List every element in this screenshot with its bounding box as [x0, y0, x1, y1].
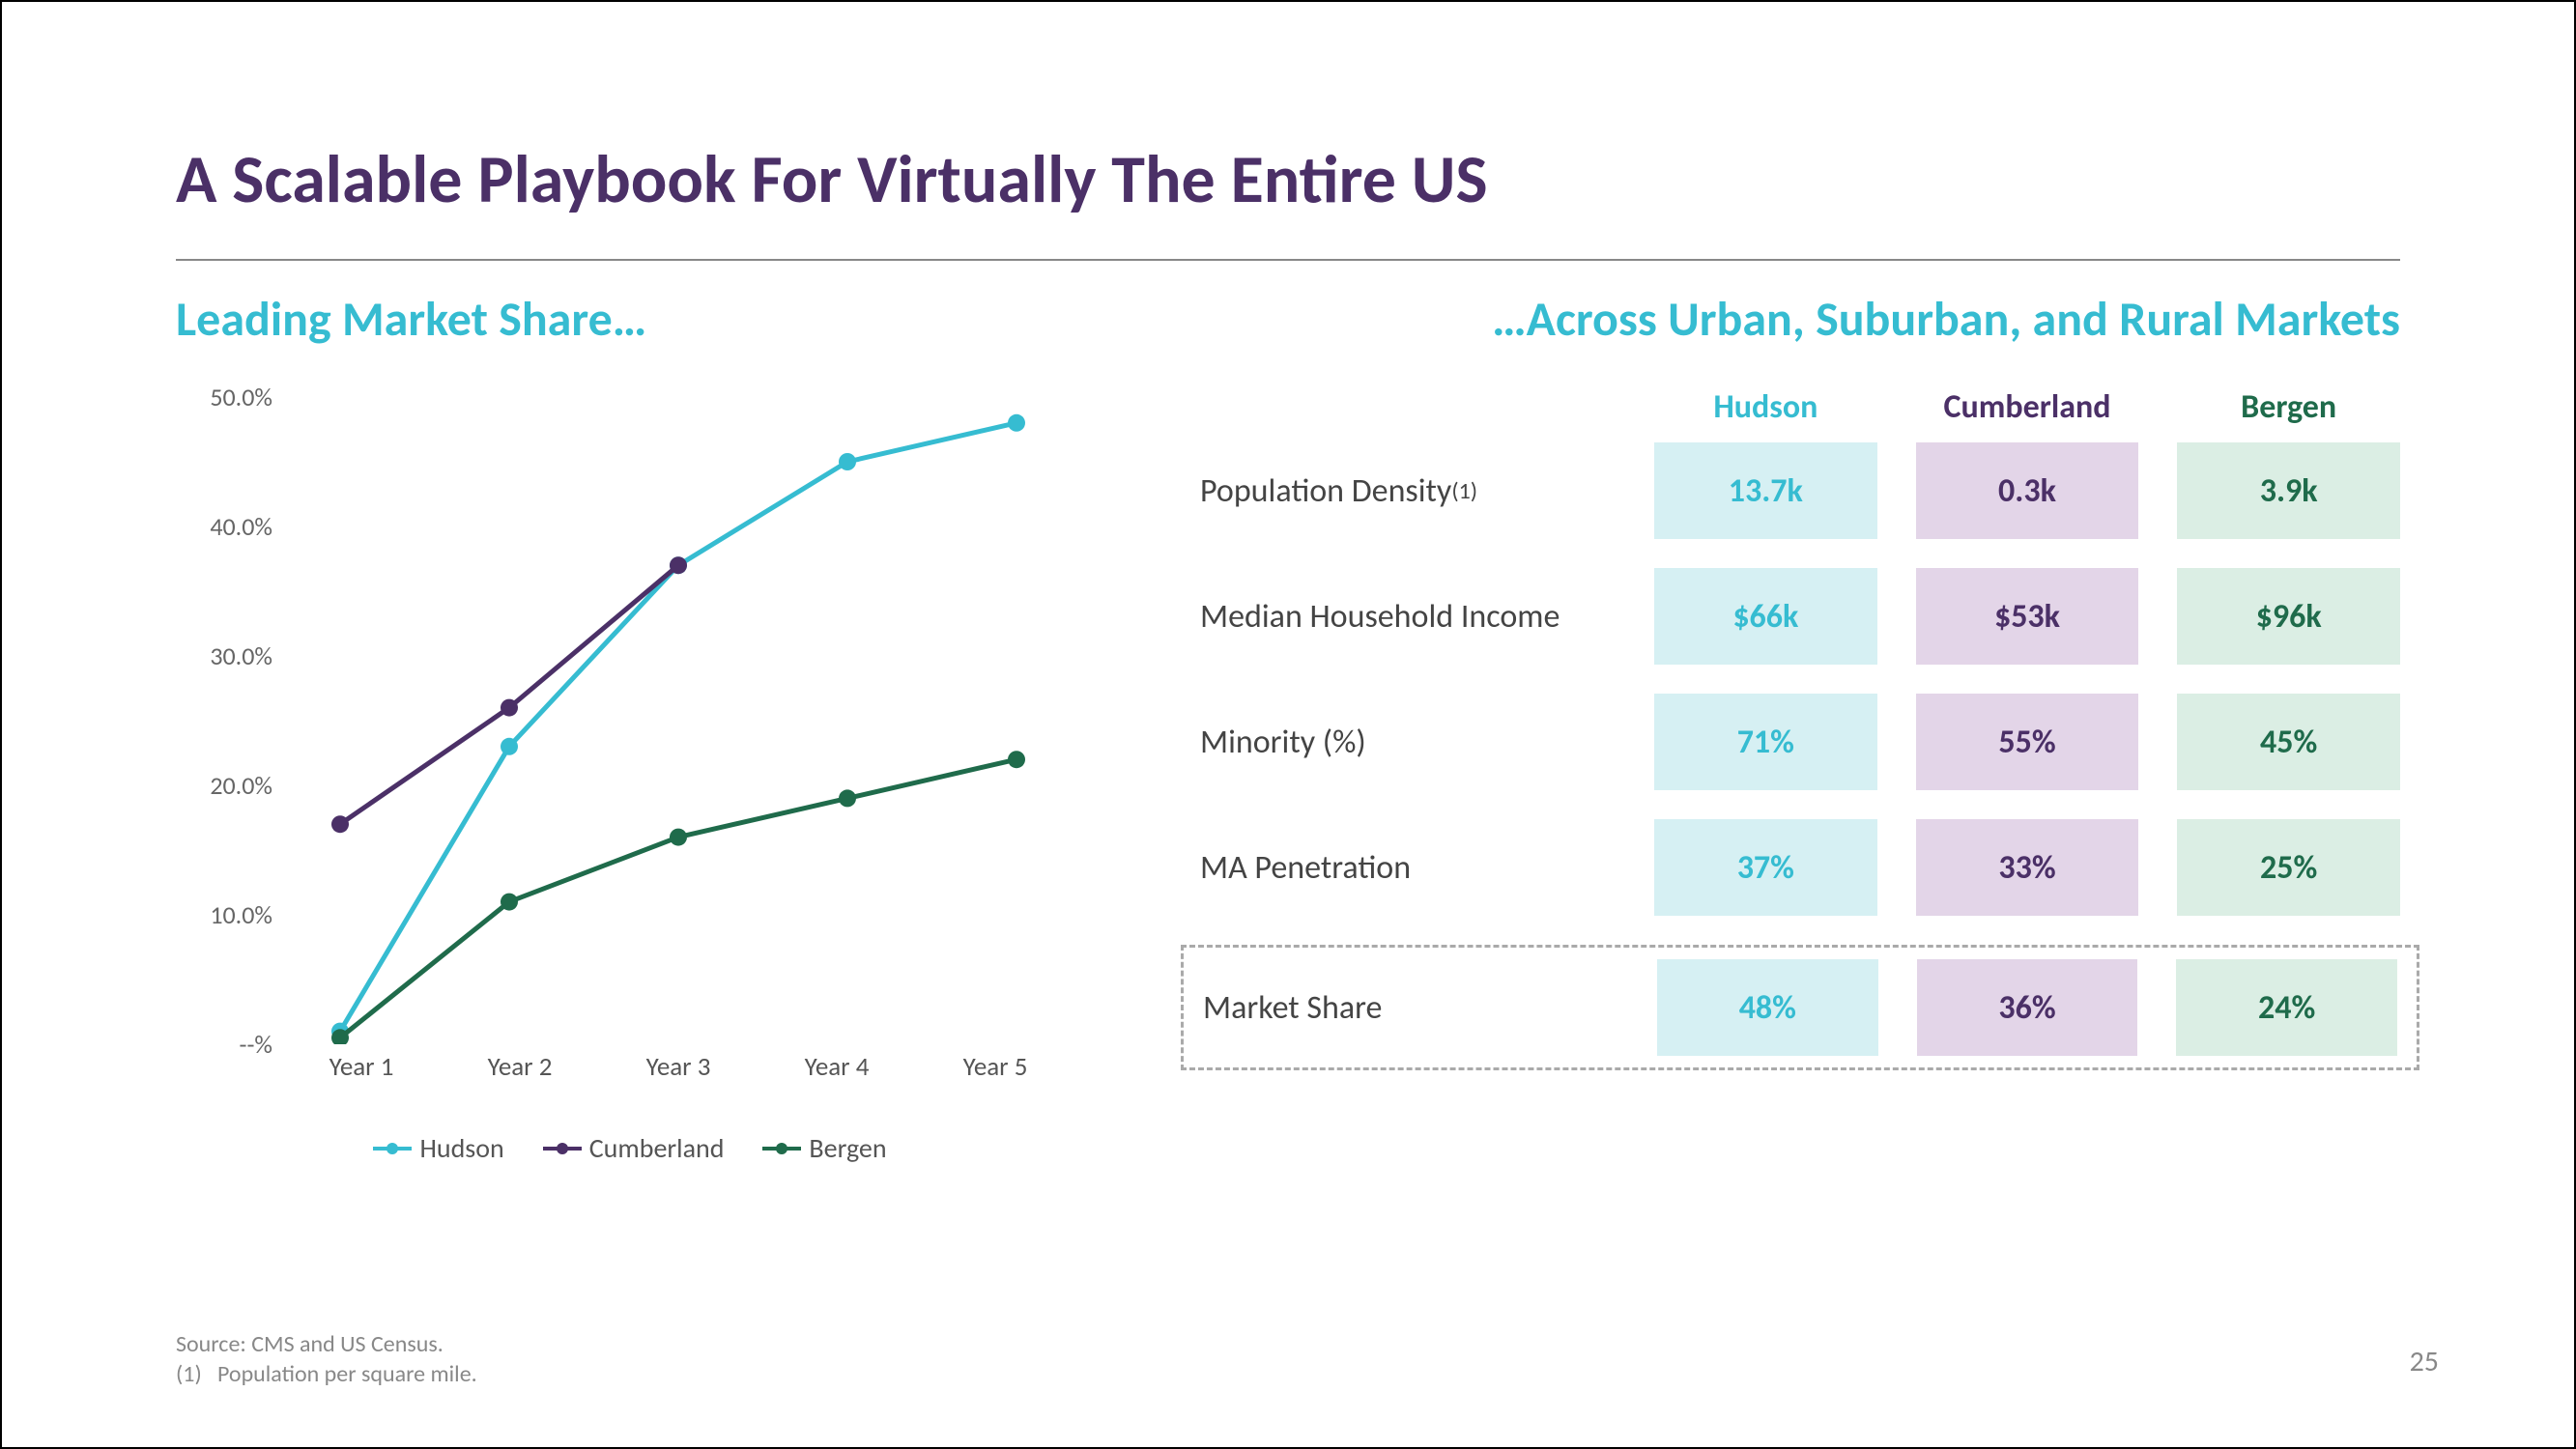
chart-y-axis: --%10.0%20.0%30.0%40.0%50.0% [176, 397, 272, 1044]
chart-series-hudson [340, 423, 1016, 1032]
table-cell-bergen: 3.9k [2177, 442, 2400, 539]
table-cell-bergen: 25% [2177, 819, 2400, 916]
legend-swatch [762, 1147, 801, 1151]
footnote-source: Source: CMS and US Census. [176, 1329, 477, 1359]
chart-svg [282, 397, 1074, 1044]
x-tick-label: Year 4 [758, 1051, 916, 1083]
table-cell-hudson: 13.7k [1654, 442, 1877, 539]
col-header-bergen: Bergen [2177, 387, 2400, 427]
market-share-chart: --%10.0%20.0%30.0%40.0%50.0% Year 1Year … [176, 387, 1084, 1122]
chart-marker [1008, 414, 1025, 432]
chart-marker [839, 789, 856, 807]
y-tick-label: 10.0% [176, 899, 272, 930]
legend-label: Cumberland [589, 1131, 725, 1165]
table-row: Population Density(1) 13.7k 0.3k 3.9k [1200, 442, 2400, 539]
legend-item-cumberland: Cumberland [543, 1131, 725, 1165]
page-number: 25 [2410, 1344, 2439, 1379]
row-label: Median Household Income [1200, 568, 1616, 665]
footnotes: Source: CMS and US Census. (1) Populatio… [176, 1329, 477, 1389]
chart-series-bergen [340, 759, 1016, 1037]
y-tick-label: 50.0% [176, 382, 272, 412]
row-label: Minority (%) [1200, 694, 1616, 790]
chart-marker [670, 556, 687, 574]
legend-label: Bergen [809, 1131, 886, 1165]
legend-item-bergen: Bergen [762, 1131, 886, 1165]
table-row: Minority (%) 71% 55% 45% [1200, 694, 2400, 790]
table-header-row: Hudson Cumberland Bergen [1200, 387, 2400, 427]
x-tick-label: Year 2 [441, 1051, 599, 1083]
chart-marker [839, 453, 856, 470]
col-header-hudson: Hudson [1654, 387, 1877, 427]
chart-marker [331, 815, 349, 833]
table-row: MA Penetration 37% 33% 25% [1200, 819, 2400, 916]
y-tick-label: --% [176, 1029, 272, 1060]
legend-label: Hudson [419, 1131, 503, 1165]
chart-marker [501, 738, 518, 755]
left-heading: Leading Market Share… [176, 290, 1084, 349]
table-row: Market Share 48% 36% 24% [1203, 959, 2397, 1056]
table-cell-hudson: 37% [1654, 819, 1877, 916]
table-row: Median Household Income $66k $53k $96k [1200, 568, 2400, 665]
right-column: …Across Urban, Suburban, and Rural Marke… [1200, 290, 2400, 1165]
x-tick-label: Year 3 [599, 1051, 758, 1083]
table-cell-hudson: 71% [1654, 694, 1877, 790]
table-cell-hudson: 48% [1657, 959, 1878, 1056]
chart-marker [1008, 751, 1025, 768]
row-label: MA Penetration [1200, 819, 1616, 916]
market-share-highlight-box: Market Share 48% 36% 24% [1181, 945, 2419, 1070]
comparison-table: Hudson Cumberland Bergen Population Densit… [1200, 387, 2400, 1070]
table-cell-cumberland: 55% [1916, 694, 2139, 790]
table-cell-cumberland: 33% [1916, 819, 2139, 916]
right-heading: …Across Urban, Suburban, and Rural Marke… [1200, 290, 2400, 349]
legend-swatch [543, 1147, 582, 1151]
x-tick-label: Year 1 [282, 1051, 441, 1083]
legend-swatch [373, 1147, 412, 1151]
table-cell-bergen: 45% [2177, 694, 2400, 790]
slide-title: A Scalable Playbook For Virtually The En… [176, 137, 2400, 220]
row-label: Market Share [1203, 959, 1618, 1056]
y-tick-label: 20.0% [176, 770, 272, 801]
table-cell-bergen: $96k [2177, 568, 2400, 665]
table-cell-hudson: $66k [1654, 568, 1877, 665]
table-header-spacer [1200, 387, 1616, 427]
footnote-1-label: (1) [176, 1360, 202, 1388]
footnote-marker: (1) [1451, 477, 1477, 505]
chart-plot-area [282, 397, 1074, 1044]
footnote-1-text: Population per square mile. [217, 1360, 477, 1388]
footnote-1: (1) Population per square mile. [176, 1359, 477, 1389]
y-tick-label: 30.0% [176, 640, 272, 671]
chart-marker [670, 829, 687, 846]
x-tick-label: Year 5 [916, 1051, 1074, 1083]
chart-series-cumberland [340, 565, 678, 824]
table-cell-cumberland: 0.3k [1916, 442, 2139, 539]
row-label: Population Density(1) [1200, 442, 1616, 539]
table-cell-cumberland: 36% [1917, 959, 2138, 1056]
table-cell-bergen: 24% [2176, 959, 2397, 1056]
col-header-cumberland: Cumberland [1916, 387, 2139, 427]
divider [176, 259, 2400, 261]
chart-marker [501, 894, 518, 911]
left-column: Leading Market Share… --% 10.0% 20.0% 30.0%… [176, 290, 1084, 1165]
y-tick-label: 40.0% [176, 511, 272, 542]
table-body: Population Density(1) 13.7k 0.3k 3.9k Median… [1200, 442, 2400, 916]
chart-marker [501, 699, 518, 717]
legend-item-hudson: Hudson [373, 1131, 503, 1165]
chart-legend: Hudson Cumberland Bergen [176, 1131, 1084, 1165]
content-columns: Leading Market Share… --% 10.0% 20.0% 30.0%… [176, 290, 2400, 1165]
table-cell-cumberland: $53k [1916, 568, 2139, 665]
chart-x-axis: Year 1Year 2Year 3Year 4Year 5 [282, 1051, 1074, 1083]
